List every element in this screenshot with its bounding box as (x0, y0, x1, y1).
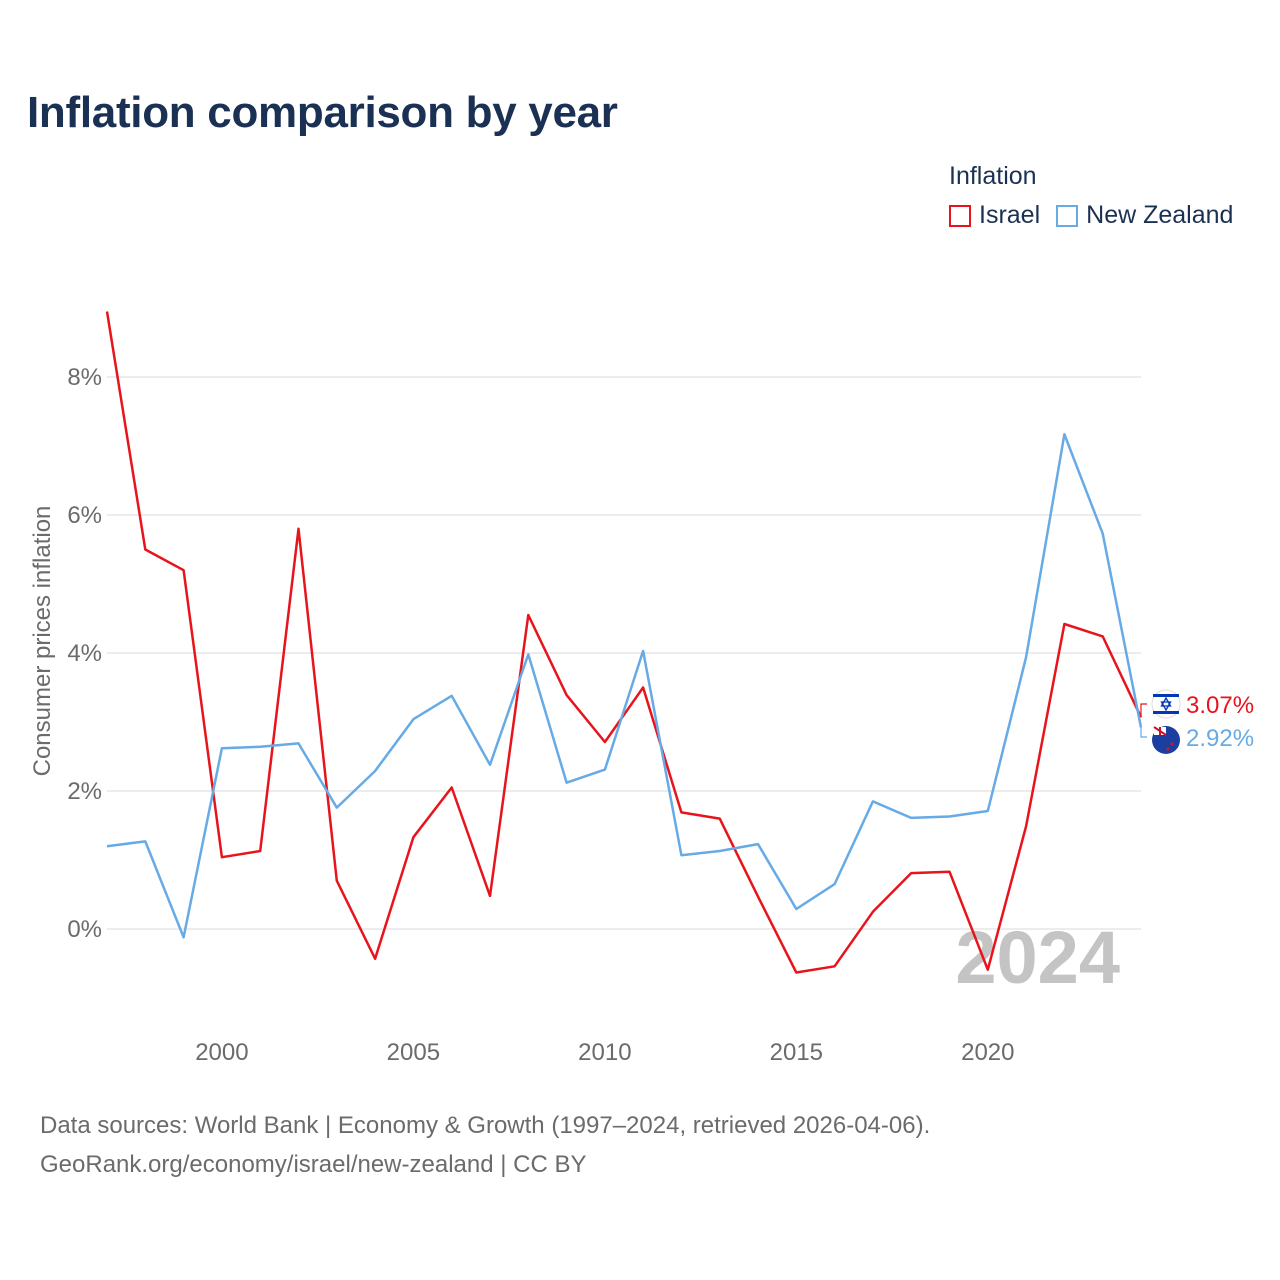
legend: Inflation Israel New Zealand (949, 162, 1249, 230)
end-label-israel: 3.07% (1186, 692, 1254, 719)
legend-label-israel: Israel (979, 201, 1041, 229)
israel-flag-icon (1151, 689, 1181, 719)
y-tick-label: 6% (67, 502, 102, 529)
legend-swatch-new-zealand (1056, 204, 1079, 227)
end-label-new-zealand: 2.92% (1186, 725, 1254, 752)
footer: Data sources: World Bank | Economy & Gro… (40, 1106, 930, 1184)
southern-cross-star (1170, 742, 1174, 746)
y-tick-label: 2% (67, 778, 102, 805)
star-triangle-down (1160, 701, 1172, 712)
y-tick-label: 4% (67, 640, 102, 667)
year-watermark: 2024 (955, 916, 1120, 999)
union-jack-cross (1159, 727, 1161, 735)
y-axis-label: Consumer prices inflation (29, 506, 56, 777)
y-tick-label: 8% (67, 364, 102, 391)
end-connector-israel (1140, 703, 1147, 718)
legend-item-israel[interactable]: Israel (949, 201, 1040, 230)
series-line-new-zealand (106, 433, 1143, 939)
legend-label-new-zealand: New Zealand (1086, 201, 1234, 229)
legend-title: Inflation (949, 162, 1037, 190)
chart-title: Inflation comparison by year (27, 88, 618, 137)
source-note: Data sources: World Bank | Economy & Gro… (40, 1112, 931, 1139)
legend-swatch-israel (949, 204, 971, 227)
x-tick-label: 2000 (195, 1039, 248, 1066)
southern-cross-star (1166, 747, 1170, 751)
new-zealand-flag-icon (1152, 726, 1180, 754)
x-tick-label: 2015 (770, 1039, 823, 1066)
x-tick-label: 2005 (387, 1039, 440, 1066)
israel-flag-stripe-top (1153, 694, 1179, 697)
x-tick-label: 2010 (578, 1039, 631, 1066)
x-tick-label: 2020 (961, 1039, 1014, 1066)
y-tick-label: 0% (67, 916, 102, 943)
series-line-israel (105, 311, 1143, 974)
legend-item-new-zealand[interactable]: New Zealand (1056, 201, 1233, 230)
end-connector-new-zealand (1140, 727, 1147, 738)
israel-flag-stripe-bottom (1153, 711, 1179, 714)
source-link[interactable]: GeoRank.org/economy/israel/new-zealand |… (40, 1151, 587, 1178)
